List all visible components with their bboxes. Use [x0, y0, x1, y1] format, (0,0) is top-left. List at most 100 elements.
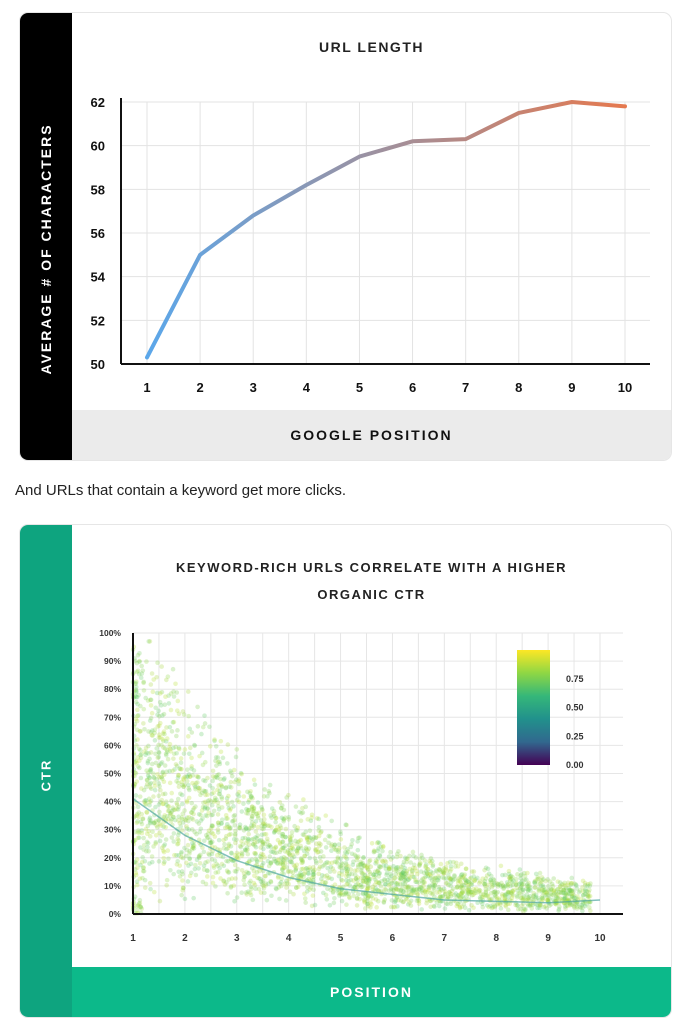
data-point [513, 876, 519, 882]
data-point [176, 838, 181, 843]
data-point [514, 894, 520, 900]
data-point [436, 878, 441, 883]
data-point [484, 903, 490, 908]
data-point [557, 889, 562, 895]
data-point [161, 861, 167, 866]
data-point [190, 807, 196, 813]
data-point [427, 858, 432, 864]
data-point [400, 862, 406, 868]
data-point [494, 891, 499, 896]
data-point [139, 906, 145, 911]
data-point [290, 843, 295, 848]
data-point [424, 871, 430, 876]
data-point [186, 786, 191, 791]
data-point [139, 828, 145, 833]
data-point [437, 894, 443, 900]
data-point [416, 898, 422, 904]
data-point [404, 870, 409, 876]
data-point [365, 894, 371, 900]
data-point [544, 890, 550, 896]
data-point [581, 892, 586, 898]
data-point [373, 858, 379, 863]
data-point [261, 821, 266, 827]
data-point [280, 862, 286, 868]
data-point [402, 874, 407, 880]
data-point [139, 830, 145, 836]
data-point [443, 880, 449, 886]
data-point [164, 813, 170, 819]
data-point [515, 903, 521, 908]
data-point [169, 790, 175, 796]
data-point [202, 759, 208, 765]
data-point [365, 885, 370, 890]
data-point [582, 888, 588, 894]
data-point [300, 858, 305, 864]
data-point [143, 784, 149, 790]
data-point [578, 905, 584, 910]
data-point [213, 884, 218, 889]
data-point [502, 894, 508, 899]
data-point [519, 887, 525, 893]
data-point [209, 791, 215, 797]
data-point [261, 794, 267, 799]
data-point [262, 817, 267, 822]
x-tick-label: 9 [545, 933, 551, 944]
data-point [338, 877, 344, 882]
data-point [502, 896, 507, 902]
data-point [270, 849, 276, 855]
data-point [139, 859, 145, 865]
data-point [277, 896, 282, 902]
data-point [181, 776, 186, 781]
data-point [187, 726, 193, 732]
data-point [574, 906, 580, 911]
data-point [179, 815, 185, 820]
data-point [143, 745, 149, 751]
data-point [337, 845, 342, 851]
data-point [173, 762, 179, 767]
data-point [585, 892, 590, 897]
data-point [171, 689, 176, 694]
data-point [283, 815, 288, 821]
data-point [510, 874, 515, 880]
data-point [224, 868, 230, 874]
data-point [337, 864, 342, 870]
data-point [321, 890, 326, 896]
data-point [442, 906, 448, 911]
data-point [291, 846, 296, 852]
data-point [387, 866, 392, 872]
data-point [141, 706, 147, 712]
data-point [134, 813, 140, 818]
data-point [297, 809, 302, 815]
data-point [382, 878, 387, 883]
data-point [461, 873, 467, 879]
data-point [383, 882, 388, 887]
data-point [243, 826, 249, 832]
data-point [236, 799, 242, 805]
data-point [509, 880, 515, 885]
data-point [428, 875, 433, 881]
data-point [309, 815, 315, 820]
data-point [409, 891, 414, 897]
data-point [300, 859, 306, 865]
data-point [246, 807, 252, 813]
data-point [344, 862, 349, 867]
data-point [480, 904, 486, 910]
data-point [138, 747, 143, 753]
data-point [519, 872, 524, 877]
data-point [466, 889, 472, 895]
data-point [467, 876, 473, 882]
x-tick-label: 4 [303, 380, 311, 395]
data-point [375, 856, 381, 861]
data-point [338, 831, 343, 837]
data-point [140, 816, 146, 821]
data-point [312, 902, 318, 908]
data-point [486, 904, 492, 910]
data-point [355, 854, 361, 859]
data-point [281, 807, 287, 813]
data-point [430, 891, 435, 897]
data-point [519, 881, 524, 887]
data-point [448, 894, 454, 899]
data-point [463, 877, 468, 882]
data-point [185, 818, 191, 824]
data-point [136, 810, 142, 815]
